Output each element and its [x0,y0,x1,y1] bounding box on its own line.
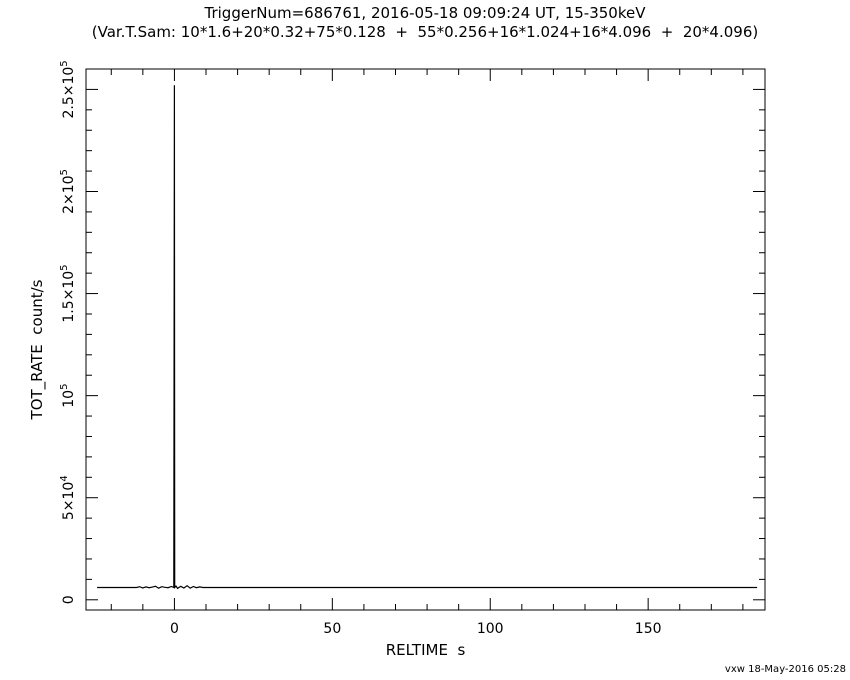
chart-subtitle: (Var.T.Sam: 10*1.6+20*0.32+75*0.128 + 55… [91,23,759,41]
x-tick-label: 50 [323,621,341,637]
y-tick-label: 105 [59,384,77,408]
y-tick-label: 0 [61,595,77,604]
chart-title: TriggerNum=686761, 2016-05-18 09:09:24 U… [204,4,646,22]
y-tick-label: 1.5×105 [59,264,77,322]
y-tick-labels: 0 5×104 105 1.5×105 2×105 2.5×105 [59,60,77,604]
footer-timestamp: vxw 18-May-2016 05:28 [724,664,846,675]
y-tick-label: 2.5×105 [59,60,77,118]
x-axis-label: RELTIME s [386,641,466,659]
y-axis-label: TOT_RATE count/s [28,279,47,420]
x-tick-label: 0 [170,621,179,637]
x-tick-labels: 0 50 100 150 [170,621,662,637]
x-tick-label: 100 [477,621,504,637]
y-tick-label: 2×105 [59,169,77,214]
y-tick-label: 5×104 [59,475,77,520]
x-tick-label: 150 [635,621,662,637]
axis-ticks [86,69,765,610]
series-line [97,85,758,590]
plot-frame [85,68,766,611]
